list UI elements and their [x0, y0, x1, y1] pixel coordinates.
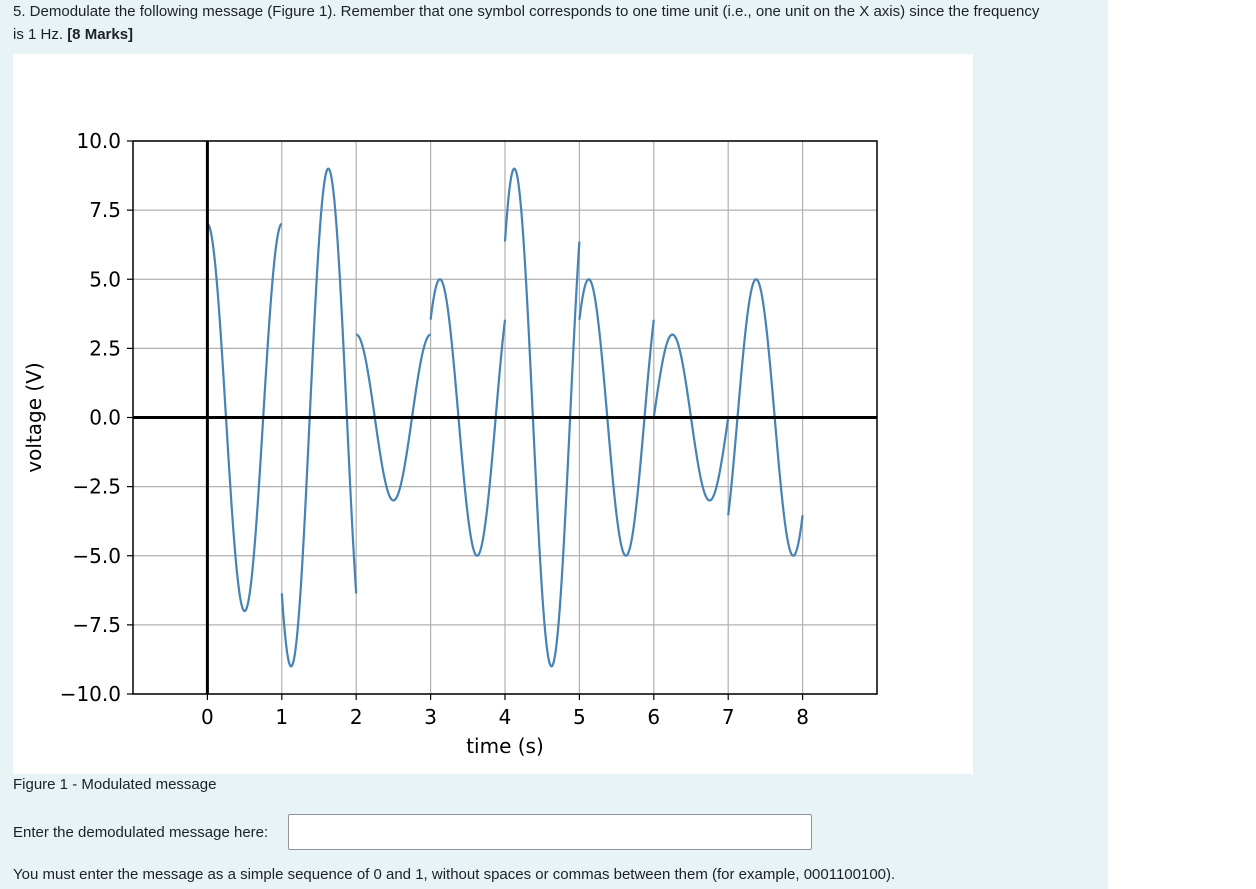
signal-segment	[503, 167, 581, 668]
signal-segment	[280, 167, 358, 668]
signal-segment	[727, 278, 804, 557]
y-tick-label: 2.5	[89, 336, 121, 360]
question-marks: [8 Marks]	[67, 26, 134, 43]
x-tick-label: 2	[350, 705, 363, 729]
answer-instructions: You must enter the message as a simple s…	[13, 866, 896, 883]
modulated-signal-chart: 0 1 2 3 4 5 6 7 8 10.0 7.5 5.0 2.5 0.0 −2.5 −5.0 −7.5 −10…	[22, 129, 878, 758]
y-tick-label: 10.0	[76, 129, 121, 153]
signal-segment	[429, 278, 507, 557]
signal-segment	[578, 278, 655, 557]
answer-label: Enter the demodulated message here:	[13, 824, 269, 841]
y-tick-label: −10.0	[60, 682, 121, 706]
x-tick-label: 1	[275, 705, 288, 729]
signal-segment	[207, 222, 283, 613]
question-body: 5. Demodulate the following message (Fig…	[13, 3, 1040, 43]
demodulated-message-input[interactable]	[288, 814, 812, 850]
y-tick-label: 5.0	[89, 267, 121, 291]
x-tick-label: 4	[499, 705, 512, 729]
x-tick-label: 3	[424, 705, 437, 729]
question-text: 5. Demodulate the following message (Fig…	[13, 0, 1053, 46]
y-axis-label: voltage (V)	[22, 362, 46, 472]
signal-segment	[356, 333, 431, 502]
y-tick-label: 7.5	[89, 198, 121, 222]
x-tick-label: 6	[647, 705, 660, 729]
y-tick-label: 0.0	[89, 406, 121, 430]
y-tick-label: −7.5	[72, 613, 121, 637]
x-tick-label: 7	[722, 705, 735, 729]
y-tick-label: −5.0	[72, 544, 121, 568]
x-tick-label: 5	[573, 705, 586, 729]
x-tick-label: 0	[201, 705, 214, 729]
figure-1: 0 1 2 3 4 5 6 7 8 10.0 7.5 5.0 2.5 0.0 −2.5 −5.0 −7.5 −10…	[13, 54, 973, 774]
x-axis-label: time (s)	[466, 734, 544, 758]
y-tick-label: −2.5	[72, 475, 121, 499]
figure-caption: Figure 1 - Modulated message	[13, 776, 217, 793]
x-tick-label: 8	[796, 705, 809, 729]
